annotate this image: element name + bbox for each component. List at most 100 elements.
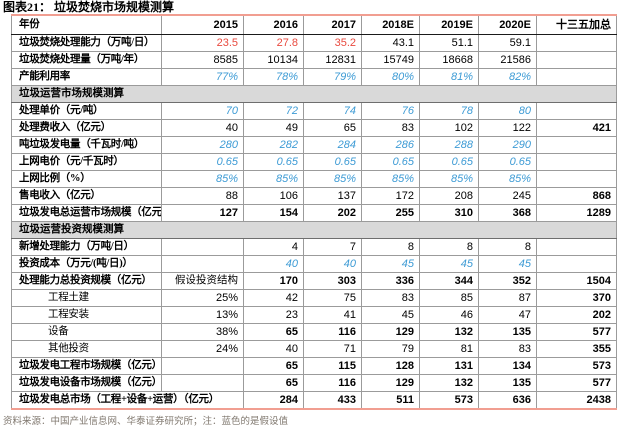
table-body: 垃圾焚烧处理能力（万吨/日） 23.5 27.8 35.2 43.1 51.1 59.1 垃圾… xyxy=(11,34,617,410)
value-cell: 1504 xyxy=(536,272,617,290)
value-cell: 284 xyxy=(243,391,304,410)
value-cell: 134 xyxy=(478,357,537,375)
value-cell xyxy=(536,51,617,69)
value-cell xyxy=(536,102,617,120)
value-cell: 15749 xyxy=(361,51,420,69)
row-label: 处理费收入（亿元） xyxy=(11,119,162,137)
row-label: 垃圾发电工程市场规模（亿元） xyxy=(11,357,162,375)
value-cell: 25% xyxy=(161,289,244,307)
row-label: 产能利用率 xyxy=(11,68,162,86)
value-cell: 577 xyxy=(536,323,617,341)
value-cell: 43.1 xyxy=(361,34,420,52)
value-cell: 85% xyxy=(478,170,537,188)
value-cell: 71 xyxy=(303,340,362,358)
column-header: 2015 xyxy=(161,15,244,35)
value-cell: 370 xyxy=(536,289,617,307)
value-cell: 21586 xyxy=(478,51,537,69)
value-cell: 80 xyxy=(478,102,537,120)
value-cell: 假设投资结构 xyxy=(161,272,244,290)
row-label: 垃圾发电设备市场规模（亿元） xyxy=(11,374,162,392)
value-cell: 303 xyxy=(303,272,362,290)
value-cell: 577 xyxy=(536,374,617,392)
value-cell: 81% xyxy=(419,68,479,86)
value-cell xyxy=(536,153,617,171)
value-cell: 573 xyxy=(536,357,617,375)
table-row: 吨垃圾发电量（千瓦时/吨） 280 282 284 286 288 290 xyxy=(11,136,617,154)
table-row: 垃圾发电工程市场规模（亿元） 65 115 128 131 134 573 xyxy=(11,357,617,375)
value-cell: 310 xyxy=(419,204,479,222)
column-header: 2016 xyxy=(243,15,304,35)
row-label: 垃圾焚烧处理量（万吨/年） xyxy=(11,51,162,69)
value-cell: 0.65 xyxy=(303,153,362,171)
row-label: 上网电价（元/千瓦时） xyxy=(11,153,162,171)
value-cell: 433 xyxy=(303,391,362,410)
value-cell: 82% xyxy=(478,68,537,86)
column-header: 2020E xyxy=(478,15,537,35)
value-cell: 172 xyxy=(361,187,420,205)
value-cell: 0.65 xyxy=(161,153,244,171)
value-cell: 42 xyxy=(243,289,304,307)
value-cell: 868 xyxy=(536,187,617,205)
value-cell: 65 xyxy=(243,374,304,392)
value-cell: 132 xyxy=(419,323,479,341)
value-cell: 106 xyxy=(243,187,304,205)
value-cell: 7 xyxy=(303,238,362,256)
value-cell: 137 xyxy=(303,187,362,205)
value-cell: 47 xyxy=(478,306,537,324)
value-cell: 208 xyxy=(419,187,479,205)
row-label: 工程安装 xyxy=(11,306,162,324)
value-cell: 83 xyxy=(361,119,420,137)
row-label: 售电收入（亿元） xyxy=(11,187,162,205)
value-cell: 76 xyxy=(361,102,420,120)
value-cell: 8585 xyxy=(161,51,244,69)
value-cell: 127 xyxy=(161,204,244,222)
value-cell: 79 xyxy=(361,340,420,358)
value-cell: 116 xyxy=(303,374,362,392)
value-cell: 284 xyxy=(303,136,362,154)
value-cell: 23 xyxy=(243,306,304,324)
value-cell: 13% xyxy=(161,306,244,324)
value-cell: 102 xyxy=(419,119,479,137)
value-cell xyxy=(536,136,617,154)
value-cell: 2438 xyxy=(536,391,617,410)
value-cell: 131 xyxy=(419,357,479,375)
value-cell: 79% xyxy=(303,68,362,86)
value-cell: 75 xyxy=(303,289,362,307)
value-cell: 45 xyxy=(419,255,479,273)
value-cell: 88 xyxy=(161,187,244,205)
value-cell: 40 xyxy=(161,119,244,137)
value-cell: 45 xyxy=(361,255,420,273)
table-row: 其他投资 24% 40 71 79 81 83 355 xyxy=(11,340,617,358)
column-header: 十三五加总 xyxy=(536,15,617,35)
row-label: 吨垃圾发电量（千瓦时/吨） xyxy=(11,136,162,154)
value-cell: 4 xyxy=(243,238,304,256)
section-row: 垃圾运营投资规模测算 xyxy=(11,221,617,239)
table-row: 设备 38% 65 116 129 132 135 577 xyxy=(11,323,617,341)
table-row: 上网比例（%） 85% 85% 85% 85% 85% 85% xyxy=(11,170,617,188)
table-row: 处理单价（元/吨） 70 72 74 76 78 80 xyxy=(11,102,617,120)
section-title: 垃圾运营投资规模测算 xyxy=(11,221,617,239)
value-cell: 352 xyxy=(478,272,537,290)
table-row: 投资成本（万元/(吨/日)） 40 40 45 45 45 xyxy=(11,255,617,273)
value-cell: 46 xyxy=(419,306,479,324)
value-cell: 12831 xyxy=(303,51,362,69)
value-cell: 116 xyxy=(303,323,362,341)
row-label: 其他投资 xyxy=(11,340,162,358)
value-cell: 0.65 xyxy=(243,153,304,171)
value-cell: 280 xyxy=(161,136,244,154)
figure-title: 图表21： 垃圾焚烧市场规模测算 xyxy=(3,0,175,14)
value-cell: 65 xyxy=(303,119,362,137)
section-title: 垃圾运营市场规模测算 xyxy=(11,85,617,103)
value-cell: 368 xyxy=(478,204,537,222)
value-cell: 78% xyxy=(243,68,304,86)
value-cell: 202 xyxy=(536,306,617,324)
table-row: 上网电价（元/千瓦时） 0.65 0.65 0.65 0.65 0.65 0.65 xyxy=(11,153,617,171)
value-cell: 132 xyxy=(419,374,479,392)
row-label: 处理单价（元/吨） xyxy=(11,102,162,120)
value-cell: 282 xyxy=(243,136,304,154)
value-cell: 83 xyxy=(478,340,537,358)
source-footnote: 资料来源：中国产业信息网、华泰证券研究所；注：蓝色的是假设值 xyxy=(3,417,289,427)
table-row: 垃圾发电设备市场规模（亿元） 65 116 129 132 135 577 xyxy=(11,374,617,392)
value-cell xyxy=(536,34,617,52)
value-cell: 18668 xyxy=(419,51,479,69)
